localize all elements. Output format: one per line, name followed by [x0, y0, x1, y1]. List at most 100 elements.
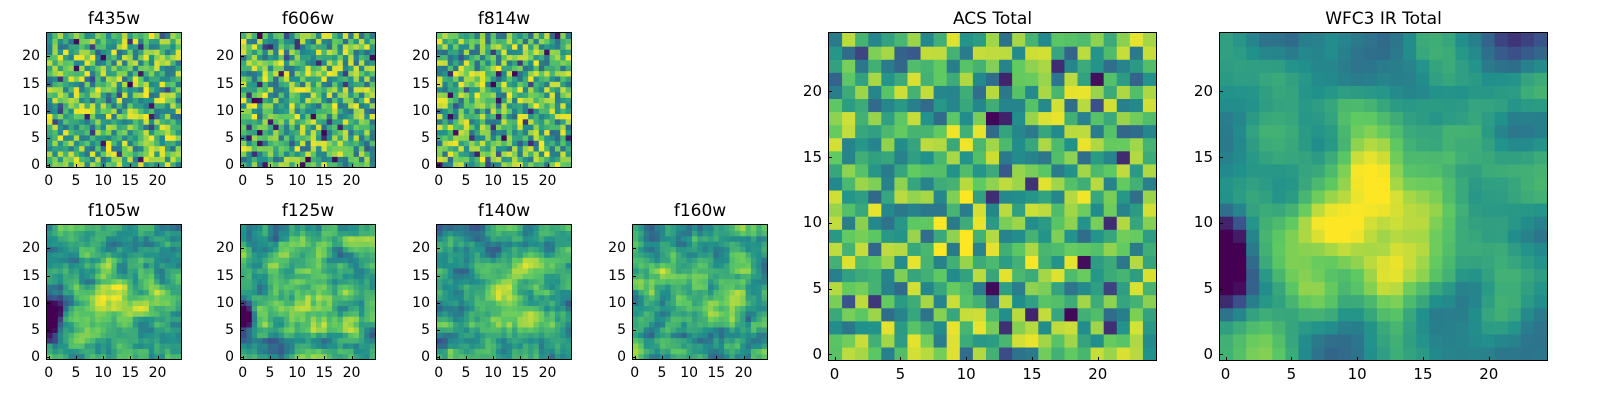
heatmap-cell	[289, 337, 296, 344]
heatmap-cell	[321, 59, 328, 66]
heatmap-cell	[111, 305, 118, 312]
heatmap-cell	[675, 241, 682, 248]
heatmap-cell	[278, 129, 285, 136]
heatmap-cell	[463, 348, 470, 355]
heatmap-cell	[337, 43, 344, 50]
heatmap-cell	[855, 189, 869, 204]
heatmap-cell	[442, 241, 449, 248]
heatmap-cell	[105, 289, 112, 296]
heatmap-cell	[1090, 150, 1105, 165]
heatmap-cell	[675, 289, 682, 296]
heatmap-cell	[740, 332, 747, 339]
heatmap-cell	[544, 113, 551, 120]
heatmap-cell	[305, 353, 312, 359]
heatmap-cell	[442, 118, 449, 125]
heatmap-cell	[310, 267, 317, 274]
heatmap-cell	[1012, 320, 1026, 335]
heatmap-cell	[305, 129, 312, 136]
heatmap-cell	[241, 316, 247, 323]
heatmap-cell	[729, 348, 736, 355]
heatmap-cell	[105, 150, 112, 157]
heatmap-cell	[1090, 281, 1105, 296]
heatmap-cell	[364, 326, 371, 333]
heatmap-cell	[538, 97, 545, 104]
heatmap-cell	[1012, 137, 1026, 152]
heatmap-cell	[729, 305, 736, 312]
heatmap-cell	[469, 150, 476, 157]
heatmap-cell	[159, 273, 166, 280]
heatmap-cell	[1090, 255, 1105, 270]
heatmap-cell	[358, 161, 365, 167]
heatmap-cell	[633, 353, 639, 359]
heatmap-cell	[111, 294, 118, 301]
heatmap-cell	[127, 257, 134, 264]
heatmap-cell	[47, 156, 53, 163]
heatmap-cell	[170, 54, 177, 61]
heatmap-cell	[522, 310, 529, 317]
heatmap-cell	[538, 140, 545, 147]
heatmap-cell	[175, 156, 181, 163]
heatmap-cell	[638, 316, 645, 323]
heatmap-cell	[665, 294, 672, 301]
heatmap-cell	[437, 65, 443, 72]
heatmap-cell	[506, 97, 513, 104]
heatmap-cell	[353, 305, 360, 312]
heatmap-cell	[1103, 150, 1118, 165]
heatmap-cell	[369, 102, 375, 109]
heatmap-cell	[84, 91, 91, 98]
heatmap-cell	[154, 65, 161, 72]
heatmap-cell	[533, 54, 540, 61]
heatmap-cell	[959, 320, 974, 335]
heatmap-cell	[1012, 268, 1026, 283]
heatmap-cell	[1142, 346, 1156, 360]
heatmap-cell	[326, 230, 333, 237]
heatmap-cell	[326, 235, 333, 242]
heatmap-cell	[453, 129, 460, 136]
heatmap-cell	[342, 140, 349, 147]
heatmap-cell	[73, 75, 80, 82]
heatmap-cell	[708, 273, 714, 280]
heatmap-cell	[1025, 307, 1039, 322]
heatmap-cell	[283, 134, 290, 141]
heatmap-cell	[750, 348, 757, 355]
heatmap-cell	[638, 273, 645, 280]
heatmap-cell	[348, 321, 355, 328]
heatmap-cell	[89, 278, 96, 285]
heatmap-cell	[63, 161, 70, 167]
heatmap-cell	[63, 140, 70, 147]
heatmap-cell	[501, 246, 508, 253]
heatmap-cell	[273, 251, 280, 258]
heatmap-cell	[337, 321, 344, 328]
heatmap-cell	[1129, 333, 1144, 348]
heatmap-cell	[246, 321, 253, 328]
heatmap-cell	[369, 70, 375, 77]
y-tick-label: 5	[31, 130, 40, 147]
heatmap-cell	[447, 54, 454, 61]
heatmap-cell	[495, 230, 502, 237]
heatmap-cell	[257, 145, 264, 152]
heatmap-cell	[463, 75, 470, 82]
heatmap-cell	[458, 49, 465, 56]
heatmap-cell	[506, 108, 513, 114]
heatmap-cell	[972, 216, 987, 230]
heatmap-cell	[63, 246, 70, 253]
heatmap-cell	[734, 230, 741, 237]
heatmap-cell	[273, 38, 280, 45]
heatmap-cell	[57, 278, 64, 285]
heatmap-cell	[241, 235, 247, 242]
heatmap-cell	[501, 97, 508, 104]
heatmap-cell	[116, 140, 123, 147]
heatmap-cell	[708, 342, 714, 349]
heatmap-cell	[68, 305, 75, 312]
heatmap-cell	[332, 316, 339, 323]
heatmap-cell	[294, 140, 301, 147]
heatmap-cell	[437, 230, 443, 237]
heatmap-cell	[262, 283, 269, 290]
heatmap-cell	[463, 124, 470, 131]
heatmap-cell	[332, 305, 339, 312]
heatmap-cell	[501, 134, 508, 141]
heatmap-cell	[560, 225, 567, 231]
heatmap-cell	[654, 225, 661, 231]
heatmap-cell	[485, 235, 492, 242]
heatmap-cell	[697, 353, 704, 359]
